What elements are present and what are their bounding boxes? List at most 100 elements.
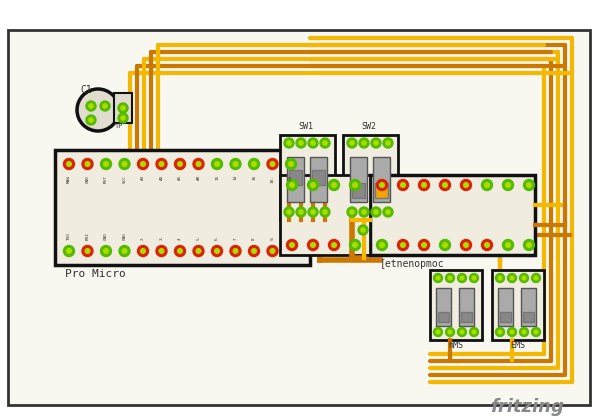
Circle shape bbox=[458, 273, 467, 283]
Bar bbox=[280, 135, 335, 220]
Circle shape bbox=[89, 118, 93, 122]
Circle shape bbox=[436, 330, 440, 334]
Circle shape bbox=[230, 158, 241, 170]
Circle shape bbox=[434, 273, 443, 283]
Circle shape bbox=[401, 183, 406, 187]
Circle shape bbox=[485, 183, 490, 187]
Circle shape bbox=[443, 183, 448, 187]
Text: Pro Micro: Pro Micro bbox=[65, 269, 126, 279]
Circle shape bbox=[383, 138, 393, 148]
Circle shape bbox=[422, 183, 427, 187]
Bar bbox=[310, 157, 327, 202]
Circle shape bbox=[104, 249, 109, 253]
Circle shape bbox=[156, 158, 167, 170]
Circle shape bbox=[103, 104, 107, 108]
Circle shape bbox=[503, 239, 514, 250]
Circle shape bbox=[472, 330, 476, 334]
Circle shape bbox=[470, 328, 479, 336]
Circle shape bbox=[311, 243, 316, 247]
Bar bbox=[114, 93, 132, 123]
Circle shape bbox=[86, 115, 96, 125]
Bar bbox=[436, 288, 451, 326]
Text: 4: 4 bbox=[178, 237, 182, 240]
Circle shape bbox=[374, 210, 378, 214]
Text: RXI: RXI bbox=[86, 232, 89, 240]
Bar bbox=[8, 30, 590, 405]
Circle shape bbox=[212, 158, 223, 170]
Text: TXO: TXO bbox=[67, 232, 71, 240]
Circle shape bbox=[175, 246, 185, 257]
Circle shape bbox=[522, 330, 526, 334]
Circle shape bbox=[196, 162, 201, 166]
Text: A2: A2 bbox=[160, 175, 164, 180]
Circle shape bbox=[67, 162, 71, 166]
Circle shape bbox=[287, 239, 298, 250]
Circle shape bbox=[350, 239, 361, 250]
Text: A3: A3 bbox=[141, 175, 145, 180]
Circle shape bbox=[506, 243, 511, 247]
Circle shape bbox=[496, 328, 505, 336]
Circle shape bbox=[380, 243, 385, 247]
Circle shape bbox=[440, 239, 451, 250]
Text: EMS: EMS bbox=[511, 341, 526, 350]
Circle shape bbox=[308, 138, 318, 148]
Circle shape bbox=[215, 249, 220, 253]
Circle shape bbox=[85, 249, 90, 253]
Circle shape bbox=[362, 210, 366, 214]
Circle shape bbox=[156, 246, 167, 257]
Circle shape bbox=[286, 158, 296, 170]
Circle shape bbox=[140, 162, 145, 166]
Circle shape bbox=[534, 330, 538, 334]
Circle shape bbox=[520, 273, 529, 283]
Circle shape bbox=[159, 249, 164, 253]
Circle shape bbox=[386, 141, 390, 145]
Bar bbox=[289, 170, 302, 185]
Circle shape bbox=[101, 158, 112, 170]
Text: 16: 16 bbox=[252, 175, 256, 180]
Circle shape bbox=[527, 183, 532, 187]
Circle shape bbox=[386, 210, 390, 214]
Circle shape bbox=[520, 328, 529, 336]
Circle shape bbox=[374, 141, 378, 145]
Text: GND: GND bbox=[104, 232, 108, 240]
Circle shape bbox=[359, 207, 369, 217]
Circle shape bbox=[284, 138, 294, 148]
Circle shape bbox=[532, 328, 541, 336]
Circle shape bbox=[290, 243, 295, 247]
Circle shape bbox=[523, 179, 535, 191]
Circle shape bbox=[498, 276, 502, 280]
Text: hMS: hMS bbox=[449, 341, 464, 350]
Circle shape bbox=[482, 239, 493, 250]
Circle shape bbox=[347, 138, 357, 148]
Circle shape bbox=[527, 243, 532, 247]
Circle shape bbox=[67, 249, 71, 253]
Circle shape bbox=[358, 225, 368, 235]
Circle shape bbox=[86, 101, 96, 111]
Circle shape bbox=[308, 179, 319, 191]
Circle shape bbox=[270, 249, 275, 253]
Circle shape bbox=[329, 179, 340, 191]
Circle shape bbox=[461, 179, 472, 191]
Circle shape bbox=[398, 179, 409, 191]
Circle shape bbox=[498, 330, 502, 334]
Bar bbox=[312, 170, 325, 185]
Circle shape bbox=[329, 239, 340, 250]
Circle shape bbox=[193, 158, 204, 170]
Bar bbox=[373, 157, 390, 202]
Circle shape bbox=[137, 158, 149, 170]
Circle shape bbox=[287, 210, 291, 214]
Circle shape bbox=[422, 243, 427, 247]
Bar bbox=[430, 270, 482, 340]
Circle shape bbox=[296, 138, 306, 148]
Text: TP: TP bbox=[115, 123, 124, 129]
Circle shape bbox=[122, 162, 127, 166]
Text: fritzing: fritzing bbox=[490, 398, 564, 416]
Text: [etnenopmoc: [etnenopmoc bbox=[380, 259, 445, 269]
Circle shape bbox=[178, 249, 182, 253]
Circle shape bbox=[64, 158, 74, 170]
Bar bbox=[461, 312, 472, 322]
Circle shape bbox=[320, 207, 330, 217]
Circle shape bbox=[371, 207, 381, 217]
Circle shape bbox=[506, 183, 511, 187]
Text: 7: 7 bbox=[233, 237, 238, 240]
